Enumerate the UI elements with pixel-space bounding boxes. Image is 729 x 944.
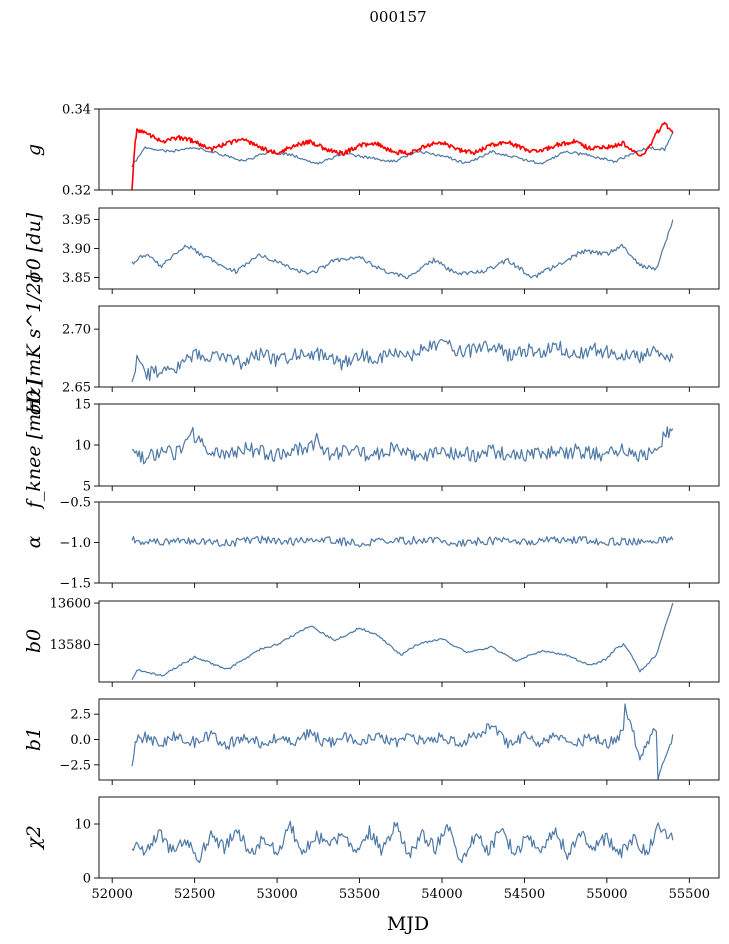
y-tick-label-fknee: 10 xyxy=(74,439,91,454)
y-tick-label-b1: 2.5 xyxy=(70,708,91,723)
panel-chi2: 0 10 52000 52500 53000 53500 54000 54500 55000 55… xyxy=(23,796,720,902)
panel-b0: 13580 13600 b0 xyxy=(23,597,720,687)
y-tick-label-sigma0_du: 3.95 xyxy=(62,213,91,228)
x-tick-label: 55500 xyxy=(669,887,710,902)
plot-area-alpha xyxy=(131,535,674,548)
x-tick-label: 54500 xyxy=(504,887,545,902)
plot-area-g xyxy=(131,121,674,190)
x-tick-label: 53000 xyxy=(256,887,297,902)
y-tick-label-sigma0_du: 3.90 xyxy=(62,242,91,257)
x-tick-label: 55000 xyxy=(586,887,627,902)
y-tick-label-chi2: 10 xyxy=(74,818,91,833)
plot-area-b1 xyxy=(131,703,674,780)
x-tick-label: 54000 xyxy=(421,887,462,902)
plot-area-sigma0_du xyxy=(131,219,674,280)
x-tick-label: 52000 xyxy=(92,887,133,902)
series-line-alpha xyxy=(131,535,674,548)
y-tick-label-sigma0_du: 3.85 xyxy=(62,271,91,286)
y-tick-label-alpha: −1.0 xyxy=(59,536,91,551)
axes-frame-b0 xyxy=(98,600,720,683)
plot-area-sigma0_mk xyxy=(131,339,674,383)
x-axis-label: MJD xyxy=(387,913,429,935)
x-tick-label: 53500 xyxy=(339,887,380,902)
y-axis-label-chi2: χ2 xyxy=(23,825,45,851)
y-axis-label-sigma0_mk: σ0 [mK s^1/2] xyxy=(23,274,45,415)
plot-area-b0 xyxy=(131,602,674,680)
y-axis-label-sigma0_du: σ0 [du] xyxy=(23,212,45,283)
series-line-fknee xyxy=(131,426,674,465)
series-line-g-overlay xyxy=(131,121,674,190)
y-tick-label-alpha: −1.5 xyxy=(59,577,91,592)
panel-g: 0.32 0.34 g xyxy=(23,103,720,199)
series-line-sigma0_du xyxy=(131,219,674,280)
panel-fknee: 5 10 15 f_knee [mHz] xyxy=(23,379,720,510)
y-axis-label-b0: b0 xyxy=(23,629,45,653)
series-line-b0 xyxy=(131,602,674,680)
y-tick-label-fknee: 15 xyxy=(74,398,91,413)
panel-sigma0_du: 3.85 3.90 3.95 σ0 [du] xyxy=(23,207,720,294)
y-tick-label-g: 0.34 xyxy=(62,103,91,118)
series-line-b1 xyxy=(131,703,674,780)
panel-sigma0_mk: 2.65 2.70 σ0 [mK s^1/2] xyxy=(23,274,720,415)
y-tick-label-alpha: −0.5 xyxy=(59,496,91,511)
y-tick-label-chi2: 0 xyxy=(83,872,91,887)
y-axis-label-b1: b1 xyxy=(23,727,45,751)
series-line-sigma0_mk xyxy=(131,339,674,383)
y-tick-label-b0: 13600 xyxy=(50,597,91,612)
plot-area-fknee xyxy=(131,426,674,465)
panel-b1: −2.5 0.0 2.5 b1 xyxy=(23,698,720,785)
panel-alpha: −1.5 −1.0 −0.5 α xyxy=(23,496,720,592)
y-tick-label-b1: −2.5 xyxy=(59,758,91,773)
y-tick-label-sigma0_mk: 2.70 xyxy=(62,323,91,338)
y-tick-label-g: 0.32 xyxy=(62,184,91,199)
axes-frame-sigma0_mk xyxy=(98,305,720,388)
y-tick-label-fknee: 5 xyxy=(83,480,91,495)
x-tick-label: 52500 xyxy=(174,887,215,902)
axes-frame-fknee xyxy=(98,403,720,487)
series-line-chi2 xyxy=(131,820,674,864)
y-axis-label-fknee: f_knee [mHz] xyxy=(23,379,45,510)
figure-title: 000157 xyxy=(369,8,426,26)
y-axis-label-g: g xyxy=(23,144,45,156)
y-tick-label-b0: 13580 xyxy=(50,638,91,653)
series-line-g xyxy=(131,132,674,168)
axes-frame-g xyxy=(98,108,720,191)
y-tick-label-sigma0_mk: 2.65 xyxy=(62,381,91,396)
axes-frame-chi2 xyxy=(98,796,720,879)
y-tick-label-b1: 0.0 xyxy=(70,733,91,748)
subplot-stack: 0.32 0.34 g 3.85 3.90 3.95 σ0 [du] 2.65 2.70 σ0 [… xyxy=(23,103,720,902)
y-axis-label-alpha: α xyxy=(23,535,45,548)
plot-area-chi2 xyxy=(131,820,674,864)
